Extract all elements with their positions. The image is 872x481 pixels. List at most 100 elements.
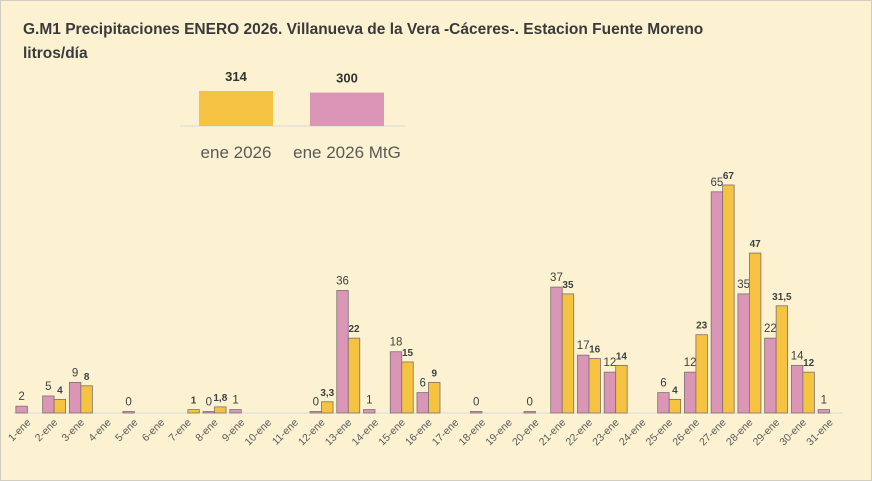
data-label: 6	[420, 378, 426, 390]
bar-ene-2026	[214, 406, 227, 414]
data-label: 1,8	[213, 393, 227, 404]
data-label: 35	[737, 279, 750, 291]
bar-ene-2026-mtg	[470, 411, 483, 414]
bar-ene-2026-mtg	[68, 381, 82, 414]
x-tick-label: 2-ene	[33, 417, 61, 445]
x-tick-label: 25-ene	[644, 417, 676, 449]
data-label: 3,3	[320, 388, 334, 399]
bar-ene-2026-mtg	[309, 411, 322, 414]
x-tick-label: 13-ene	[323, 417, 355, 449]
data-label: 0	[527, 397, 533, 409]
total-bar	[199, 91, 273, 126]
chart-title: G.M1 Precipitaciones ENERO 2026. Villanu…	[23, 21, 704, 38]
bar-ene-2026-mtg	[229, 409, 242, 414]
data-label: 6	[660, 378, 666, 390]
x-tick-label: 26-ene	[670, 417, 702, 449]
data-label: 47	[750, 239, 762, 250]
bar-ene-2026-mtg	[363, 409, 376, 414]
x-tick-label: 12-ene	[296, 417, 328, 449]
x-tick-label: 30-ene	[777, 417, 809, 449]
x-tick-label: 27-ene	[697, 417, 729, 449]
total-name-label: ene 2026 MtG	[293, 143, 401, 162]
data-label: 22	[348, 324, 360, 335]
data-label: 36	[336, 275, 349, 287]
bar-ene-2026-mtg	[817, 409, 831, 414]
bar-ene-2026	[668, 398, 682, 414]
data-label: 9	[431, 368, 437, 379]
bar-ene-2026-mtg	[389, 351, 403, 414]
x-tick-label: 7-ene	[166, 417, 194, 445]
bar-ene-2026-mtg	[550, 286, 563, 414]
bar-ene-2026-mtg	[790, 364, 804, 414]
total-bar	[310, 92, 384, 126]
bar-ene-2026-mtg	[202, 411, 215, 414]
x-tick-label: 29-ene	[751, 417, 783, 449]
bar-ene-2026	[802, 371, 815, 414]
data-label: 4	[672, 385, 678, 396]
x-tick-label: 10-ene	[243, 417, 275, 449]
data-label: 9	[72, 367, 78, 379]
bar-ene-2026-mtg	[577, 354, 590, 414]
bar-ene-2026-mtg	[603, 371, 617, 414]
bar-ene-2026	[615, 364, 628, 414]
data-label: 5	[45, 381, 51, 393]
data-label: 35	[562, 280, 574, 291]
x-tick-label: 4-ene	[86, 417, 114, 445]
bar-ene-2026	[321, 401, 334, 414]
bar-ene-2026	[347, 337, 361, 414]
data-label: 1	[366, 395, 372, 407]
total-value-label: 300	[336, 71, 358, 86]
x-tick-label: 21-ene	[537, 417, 569, 449]
bar-ene-2026	[775, 305, 789, 414]
bar-ene-2026-mtg	[416, 392, 429, 414]
x-tick-label: 15-ene	[376, 417, 408, 449]
data-label: 2	[18, 391, 24, 403]
x-tick-label: 11-ene	[270, 417, 301, 448]
data-label: 0	[125, 397, 131, 409]
bar-ene-2026	[401, 361, 414, 414]
bar-ene-2026-mtg	[684, 371, 697, 414]
bar-ene-2026-mtg	[657, 392, 670, 414]
data-label: 8	[84, 372, 90, 383]
bar-ene-2026	[722, 184, 735, 414]
x-tick-label: 22-ene	[563, 417, 595, 449]
data-label: 18	[390, 337, 403, 349]
data-label: 17	[577, 340, 590, 352]
data-label: 15	[402, 348, 414, 359]
chart-subtitle: litros/día	[23, 45, 88, 62]
total-name-label: ene 2026	[201, 143, 272, 162]
bar-ene-2026	[588, 358, 601, 414]
data-label: 12	[803, 358, 815, 369]
data-label: 31,5	[772, 292, 792, 303]
data-label: 12	[604, 357, 617, 369]
data-label: 1	[232, 395, 238, 407]
data-label: 4	[57, 385, 63, 396]
data-label: 65	[711, 177, 724, 189]
bar-ene-2026-mtg	[523, 411, 536, 414]
bar-ene-2026-mtg	[122, 411, 135, 414]
bar-ene-2026-mtg	[737, 293, 750, 414]
data-label: 67	[723, 171, 735, 182]
data-label: 0	[313, 397, 319, 409]
bar-ene-2026	[53, 398, 67, 414]
bar-ene-2026-mtg	[764, 337, 777, 414]
bar-ene-2026-mtg	[15, 405, 28, 414]
bar-ene-2026	[187, 409, 200, 414]
x-tick-label: 19-ene	[483, 417, 515, 449]
bar-ene-2026	[80, 385, 93, 414]
x-tick-label: 17-ene	[430, 417, 462, 449]
x-tick-label: 14-ene	[350, 417, 382, 449]
x-tick-label: 5-ene	[113, 417, 141, 445]
data-label: 0	[473, 397, 479, 409]
x-tick-label: 23-ene	[590, 417, 622, 449]
x-tick-label: 6-ene	[140, 417, 168, 445]
x-tick-label: 18-ene	[456, 417, 488, 449]
data-label: 12	[684, 357, 697, 369]
total-value-label: 314	[225, 69, 247, 84]
x-tick-label: 3-ene	[59, 417, 87, 445]
data-label: 14	[791, 350, 804, 362]
bar-ene-2026	[749, 252, 762, 414]
bar-ene-2026	[428, 381, 441, 414]
bar-ene-2026	[695, 334, 708, 414]
